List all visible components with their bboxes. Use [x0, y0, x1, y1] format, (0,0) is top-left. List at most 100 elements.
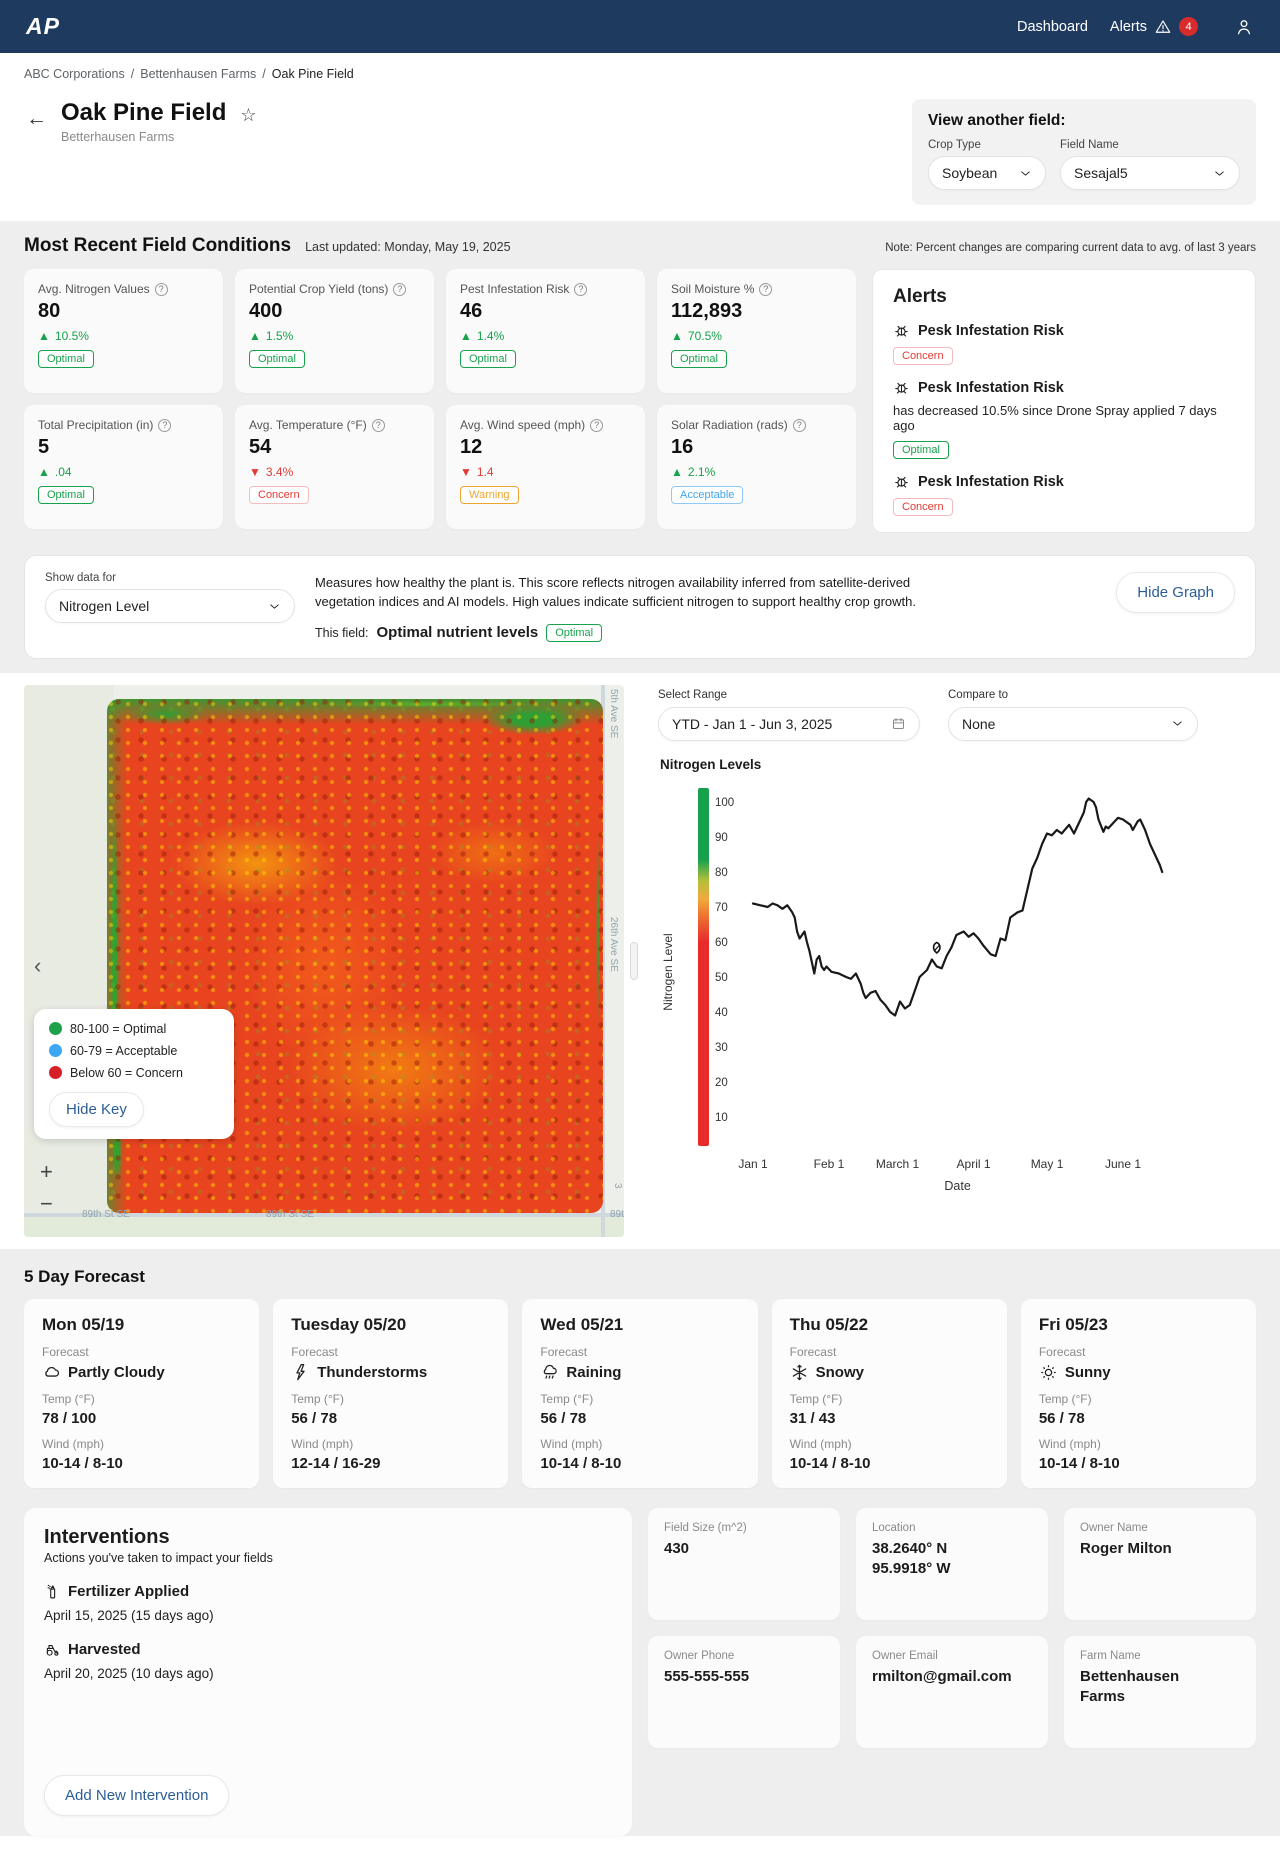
trend-arrow-icon: ▲ — [671, 465, 683, 479]
nitrogen-level-line-chart[interactable]: 100 90 80 70 60 50 40 30 20 10 Jan 1 Feb 1 March 1 Ap… — [658, 772, 1210, 1196]
legend-dot-acceptable — [49, 1044, 62, 1058]
top-navbar: AP Dashboard Alerts 4 — [0, 0, 1280, 53]
bug-icon — [893, 379, 910, 396]
intervention-item: Fertilizer Applied April 15, 2025 (15 da… — [44, 1582, 214, 1623]
favorite-star-icon[interactable]: ☆ — [240, 105, 257, 125]
field-heatmap-overlay[interactable] — [107, 698, 603, 1213]
alerts-panel: Alerts Pesk Infestation Risk Concern Pes… — [872, 269, 1256, 533]
alert-item[interactable]: Pesk Infestation Risk Concern — [893, 473, 1235, 516]
hide-key-button[interactable]: Hide Key — [49, 1091, 144, 1127]
interventions-card: Interventions Actions you've taken to im… — [24, 1507, 632, 1836]
metric-card-temperature: Avg. Temperature (°F)? 54 ▼ 3.4% Concern — [235, 405, 434, 529]
field-map[interactable]: 5th Ave SE 26th Ave SE 89th St SE 89th S… — [24, 684, 624, 1237]
map-road-vertical — [601, 684, 605, 1237]
status-badge: Optimal — [249, 350, 305, 368]
page-subtitle: Betterhausen Farms — [61, 130, 175, 144]
map-zoom-in-button[interactable]: + — [40, 1158, 53, 1184]
legend-dot-concern — [49, 1066, 62, 1080]
nav-alerts-link[interactable]: Alerts 4 — [1110, 17, 1198, 36]
help-icon[interactable]: ? — [574, 282, 588, 296]
back-button[interactable]: ← — [26, 107, 47, 130]
svg-text:90: 90 — [715, 832, 728, 844]
chevron-down-icon — [1019, 167, 1032, 180]
forecast-title: 5 Day Forecast — [24, 1266, 145, 1286]
help-icon[interactable]: ? — [158, 418, 172, 432]
crop-type-select[interactable]: Soybean — [928, 156, 1046, 190]
cloud-icon — [42, 1363, 61, 1382]
forecast-card-fri: Fri 05/23 Forecast Sunny Temp (°F) 56 / … — [1020, 1298, 1257, 1488]
leaf-event-marker — [932, 941, 941, 954]
map-collapse-chevron[interactable]: ‹ — [34, 952, 42, 978]
forecast-card-mon: Mon 05/19 Forecast Partly Cloudy Temp (°… — [24, 1298, 260, 1488]
status-badge: Optimal — [460, 350, 516, 368]
breadcrumb-org[interactable]: ABC Corporations — [24, 67, 125, 81]
help-icon[interactable]: ? — [759, 282, 773, 296]
svg-text:40: 40 — [715, 1007, 728, 1019]
snowflake-icon — [790, 1363, 809, 1382]
field-name-select[interactable]: Sesajal5 — [1060, 156, 1240, 190]
date-range-picker[interactable]: YTD - Jan 1 - Jun 3, 2025 — [658, 706, 920, 741]
compare-to-select[interactable]: None — [948, 706, 1198, 741]
compare-to-label: Compare to — [948, 688, 1009, 701]
alert-item[interactable]: Pesk Infestation Risk has decreased 10.5… — [893, 379, 1235, 459]
metric-card-soil-moisture: Soil Moisture %? 112,893 ▲ 70.5% Optimal — [657, 269, 856, 393]
last-updated: Last updated: Monday, May 19, 2025 — [305, 240, 511, 254]
breadcrumb-farm[interactable]: Bettenhausen Farms — [140, 67, 257, 81]
metric-card-nitrogen: Avg. Nitrogen Values? 80 ▲ 10.5% Optimal — [24, 269, 223, 393]
info-card-owner-phone: Owner Phone 555-555-555 — [648, 1635, 840, 1748]
alert-item[interactable]: Pesk Infestation Risk Concern — [893, 322, 1235, 365]
help-icon[interactable]: ? — [792, 418, 806, 432]
trend-arrow-icon: ▲ — [671, 329, 683, 343]
conditions-title: Most Recent Field Conditions — [24, 235, 292, 256]
trend-arrow-icon: ▲ — [38, 329, 50, 343]
svg-text:60: 60 — [715, 937, 728, 949]
this-field-label: This field: — [315, 625, 369, 640]
street-label: 89th St SE — [82, 1208, 130, 1220]
user-profile-icon[interactable] — [1234, 17, 1254, 37]
trend-arrow-icon: ▲ — [249, 329, 261, 343]
help-icon[interactable]: ? — [393, 282, 407, 296]
alert-description: has decreased 10.5% since Drone Spray ap… — [893, 403, 1217, 433]
route-label: 3 — [612, 1182, 623, 1189]
svg-text:100: 100 — [715, 797, 734, 809]
data-selector-card: Show data for Nitrogen Level Measures ho… — [24, 555, 1256, 659]
info-card-owner-email: Owner Email rmilton@gmail.com — [856, 1635, 1048, 1748]
help-icon[interactable]: ? — [371, 418, 385, 432]
map-zoom-out-button[interactable]: − — [40, 1190, 53, 1216]
hide-graph-button[interactable]: Hide Graph — [1116, 572, 1235, 613]
panel-resize-handle[interactable] — [630, 941, 638, 980]
help-icon[interactable]: ? — [154, 282, 168, 296]
help-icon[interactable]: ? — [590, 418, 604, 432]
map-background-parcel — [24, 684, 114, 1237]
trend-arrow-icon: ▼ — [460, 465, 472, 479]
map-legend: 80-100 = Optimal 60-79 = Acceptable Belo… — [34, 1008, 234, 1139]
data-metric-select[interactable]: Nitrogen Level — [45, 589, 295, 623]
map-road-horizontal — [24, 1212, 624, 1217]
metric-card-precipitation: Total Precipitation (in)? 5 ▲ .04 Optimal — [24, 405, 223, 529]
legend-dot-optimal — [49, 1022, 62, 1036]
info-card-owner-name: Owner Name Roger Milton — [1064, 1507, 1256, 1620]
chevron-down-icon — [1213, 167, 1226, 180]
app-logo: AP — [26, 13, 60, 39]
interventions-subtitle: Actions you've taken to impact your fiel… — [44, 1550, 273, 1565]
alerts-count-badge: 4 — [1179, 17, 1198, 36]
view-another-field-title: View another field: — [928, 112, 1066, 129]
nav-dashboard-link[interactable]: Dashboard — [1016, 18, 1088, 35]
svg-text:Feb 1: Feb 1 — [814, 1157, 845, 1171]
add-new-intervention-button[interactable]: Add New Intervention — [44, 1774, 230, 1816]
field-info-grid: Field Size (m^2) 430 Location 38.2640° N… — [648, 1507, 1256, 1836]
svg-text:10: 10 — [715, 1112, 728, 1124]
svg-text:50: 50 — [715, 972, 728, 984]
status-badge: Concern — [249, 486, 309, 504]
breadcrumb: ABC Corporations / Bettenhausen Farms / … — [24, 67, 354, 81]
status-badge: Optimal — [546, 623, 603, 642]
status-badge: Optimal — [38, 486, 94, 504]
svg-text:20: 20 — [715, 1077, 728, 1089]
nav-alerts-label: Alerts — [1109, 18, 1147, 35]
status-badge: Acceptable — [671, 486, 744, 504]
page-title: Oak Pine Field — [61, 99, 227, 126]
svg-text:Nitrogen Level: Nitrogen Level — [661, 933, 675, 1010]
status-badge: Optimal — [893, 441, 949, 459]
status-badge: Concern — [893, 498, 953, 516]
bug-icon — [893, 322, 910, 339]
